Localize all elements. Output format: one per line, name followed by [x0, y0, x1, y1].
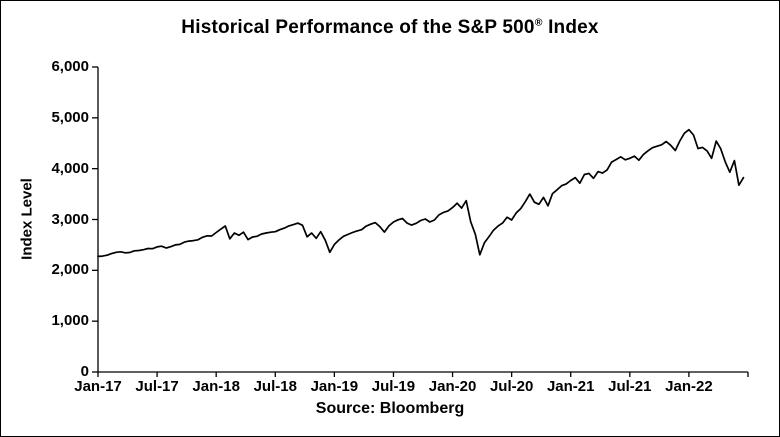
source-label: Source: Bloomberg [315, 400, 465, 417]
x-tick-label: Jul-18 [253, 378, 297, 395]
y-tick-label: 0 [80, 363, 89, 380]
x-tick-label: Jan-22 [665, 378, 713, 395]
y-tick-label: 4,000 [51, 159, 89, 177]
x-tick-label: Jan-18 [192, 378, 240, 395]
x-tick-label: Jul-20 [489, 378, 534, 395]
x-tick-label: Jul-21 [608, 378, 652, 395]
x-tick-label: Jan-20 [428, 378, 477, 395]
chart-title-suffix: Index [542, 17, 599, 38]
y-tick-label: 6,000 [51, 58, 89, 75]
y-tick-label: 5,000 [51, 108, 89, 126]
sp500-price-line [97, 128, 745, 258]
chart-title-text: Historical Performance of the S&P 500 [181, 17, 535, 38]
registered-trademark-symbol: ® [534, 17, 543, 29]
x-tick-label: Jul-19 [371, 378, 416, 395]
y-tick-label: 1,000 [51, 312, 89, 330]
x-tick-label: Jul-17 [135, 378, 179, 395]
chart-title: Historical Performance of the S&P 500® I… [1, 17, 779, 39]
y-tick-label: 3,000 [51, 210, 89, 228]
x-tick-label: Jan-17 [74, 378, 122, 395]
x-tick-label: Jan-21 [546, 378, 595, 395]
y-tick-label: 2,000 [51, 261, 89, 279]
x-tick-label: Jan-19 [310, 378, 359, 395]
